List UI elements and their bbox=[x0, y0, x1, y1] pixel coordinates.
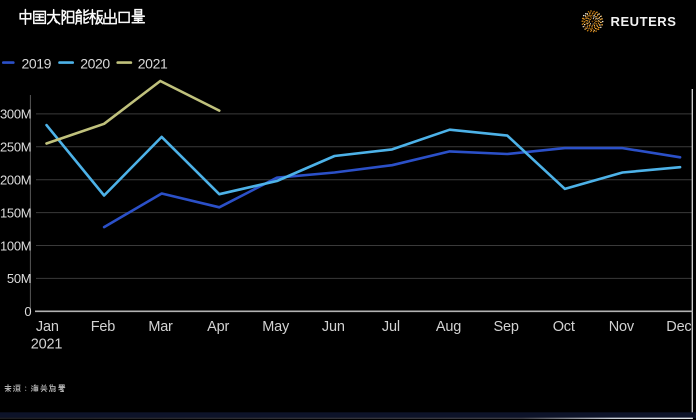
svg-text:Dec: Dec bbox=[666, 319, 691, 335]
svg-text:Mar: Mar bbox=[148, 319, 173, 335]
svg-text:Jun: Jun bbox=[322, 319, 345, 335]
svg-text:100M: 100M bbox=[0, 238, 31, 253]
svg-text:REUTERS: REUTERS bbox=[611, 14, 677, 29]
svg-text:2020: 2020 bbox=[80, 55, 110, 71]
svg-text:2021: 2021 bbox=[31, 337, 63, 353]
svg-text:Jul: Jul bbox=[382, 319, 400, 335]
svg-text:300M: 300M bbox=[0, 107, 31, 122]
svg-text:Feb: Feb bbox=[91, 319, 116, 335]
svg-text:Oct: Oct bbox=[553, 319, 575, 335]
svg-text:150M: 150M bbox=[0, 205, 31, 220]
svg-text:May: May bbox=[262, 319, 290, 335]
svg-text:200M: 200M bbox=[0, 173, 31, 188]
svg-text:0: 0 bbox=[24, 304, 31, 319]
svg-text:50M: 50M bbox=[7, 271, 31, 286]
svg-text:Apr: Apr bbox=[207, 319, 229, 335]
svg-text:2021: 2021 bbox=[138, 55, 168, 71]
svg-text:Aug: Aug bbox=[436, 319, 461, 335]
svg-text:250M: 250M bbox=[0, 140, 31, 155]
svg-text:Nov: Nov bbox=[609, 319, 635, 335]
svg-text:Jan: Jan bbox=[36, 319, 59, 335]
svg-text:2019: 2019 bbox=[22, 55, 52, 71]
svg-text:Sep: Sep bbox=[493, 319, 518, 335]
